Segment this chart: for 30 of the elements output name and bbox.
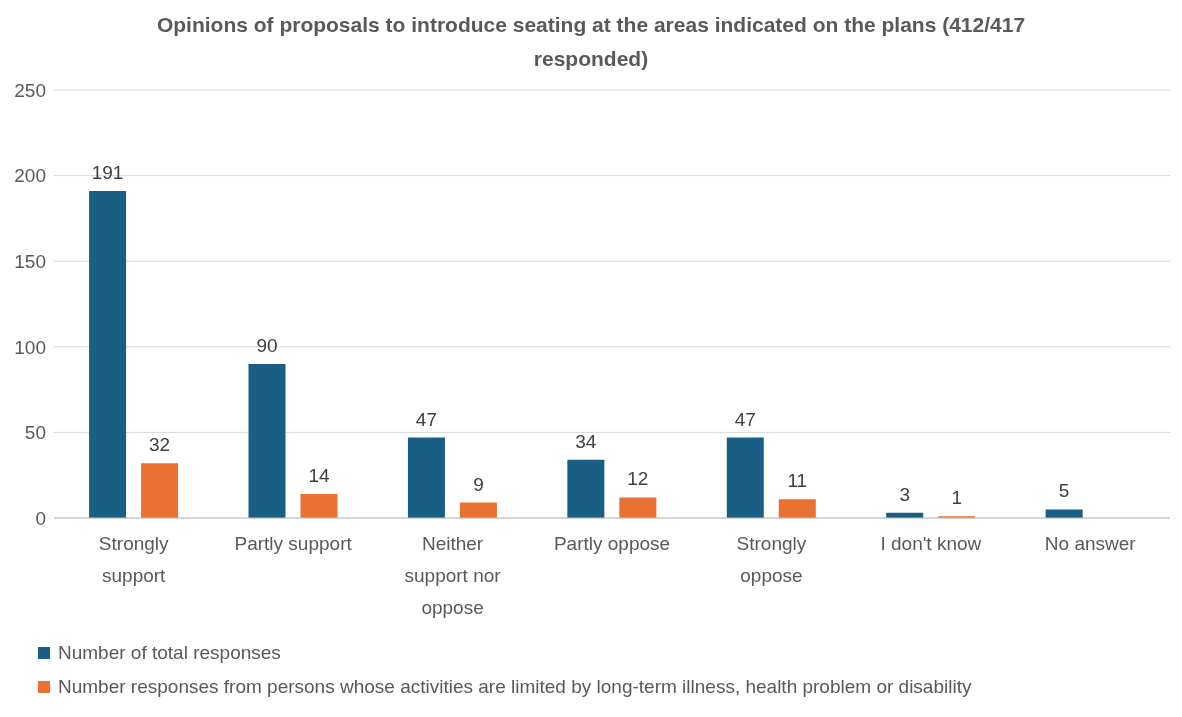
x-tick-label: Partly support [234,533,353,554]
x-tick-label: I don't know [880,533,982,554]
y-tick-label: 0 [35,507,46,529]
chart-title: Opinions of proposals to introduce seating at the areas indicated on the plans (412/417 responded) [155,12,1027,72]
data-label: 32 [149,434,171,456]
data-label: 9 [473,473,484,495]
data-label: 5 [1058,480,1070,502]
data-label: 34 [575,430,597,452]
data-label: 191 [91,162,124,184]
data-label: 12 [627,468,649,490]
data-label: 90 [256,334,278,356]
x-tick-label: No answer [1044,533,1137,554]
x-tick-label: Strongly oppose [736,533,807,586]
y-tick-label: 50 [24,422,46,444]
x-tick-label: Strongly support [98,533,170,586]
y-tick-label: 100 [14,336,46,358]
legend-label: Number of total responses [58,641,281,665]
x-tick-label: Partly oppose [553,533,671,554]
legend: Number of total responses Number responses from persons whose activities are limited by long-term illness, health problem or disability [8,636,1174,704]
y-tick-label: 250 [14,79,46,101]
data-label: 14 [308,465,330,487]
y-tick-label: 200 [14,165,46,187]
data-label: 11 [787,470,808,492]
data-label: 47 [415,408,437,430]
y-tick-label: 150 [14,250,46,272]
data-label: 3 [899,483,911,505]
data-label: 47 [734,408,756,430]
data-label: 1 [951,487,963,509]
legend-label: Number responses from persons whose activities are limited by long-term illness, health problem or disability [58,675,972,699]
x-tick-label: Neither support nor oppose [404,533,502,618]
